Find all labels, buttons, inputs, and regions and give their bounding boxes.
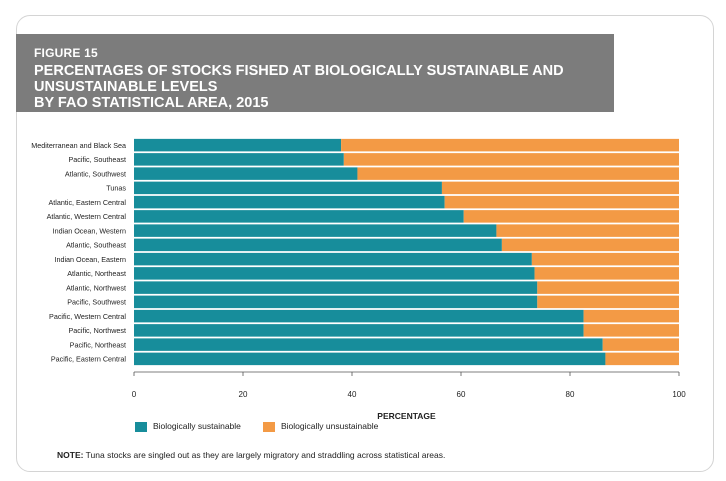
category-label: Tunas	[106, 184, 126, 193]
bar-sustainable	[134, 352, 606, 366]
category-label: Pacific, Northwest	[68, 326, 126, 335]
note-prefix: NOTE:	[57, 450, 84, 460]
bar-sustainable	[134, 210, 464, 223]
x-tick-label: 100	[672, 390, 686, 399]
figure-title-line-1: PERCENTAGES OF STOCKS FISHED AT BIOLOGIC…	[34, 63, 564, 95]
bar-unsustainable	[501, 238, 679, 252]
bar-unsustainable	[537, 295, 679, 309]
category-label: Atlantic, Southeast	[66, 241, 126, 250]
figure-header: FIGURE 15 PERCENTAGES OF STOCKS FISHED A…	[16, 34, 614, 112]
bar-unsustainable	[602, 338, 679, 351]
bar-unsustainable	[496, 224, 679, 237]
bar-sustainable	[134, 238, 502, 252]
category-label: Pacific, Northeast	[70, 340, 126, 349]
figure-title: PERCENTAGES OF STOCKS FISHED AT BIOLOGIC…	[34, 63, 604, 111]
figure-title-line-2: BY FAO STATISTICAL AREA, 2015	[34, 95, 269, 111]
bar-sustainable	[134, 224, 497, 237]
bar-unsustainable	[341, 138, 679, 152]
legend-swatch-unsustainable	[263, 421, 275, 432]
legend-swatch-sustainable	[135, 421, 147, 432]
category-label: Indian Ocean, Eastern	[54, 255, 126, 264]
legend-label-sustainable: Biologically sustainable	[153, 421, 241, 431]
x-tick-label: 60	[457, 390, 466, 399]
bar-sustainable	[134, 267, 535, 280]
bar-sustainable	[134, 181, 442, 195]
bar-unsustainable	[444, 195, 679, 209]
bar-unsustainable	[534, 267, 679, 280]
bar-sustainable	[134, 167, 358, 180]
category-label: Pacific, Southwest	[67, 298, 126, 307]
category-label: Atlantic, Eastern Central	[48, 198, 126, 207]
x-tick-label: 0	[132, 390, 137, 399]
bar-sustainable	[134, 138, 342, 152]
bar-sustainable	[134, 309, 584, 323]
category-label: Pacific, Southeast	[68, 155, 126, 164]
figure-note: NOTE: Tuna stocks are singled out as the…	[57, 450, 445, 460]
bar-sustainable	[134, 324, 584, 337]
category-label: Pacific, Eastern Central	[51, 355, 127, 364]
category-label: Pacific, Western Central	[49, 312, 126, 321]
category-label: Atlantic, Western Central	[47, 212, 127, 221]
bar-unsustainable	[357, 167, 679, 180]
x-axis-label: PERCENTAGE	[377, 411, 436, 421]
bar-sustainable	[134, 195, 445, 209]
legend-label-unsustainable: Biologically unsustainable	[281, 421, 379, 431]
note-text: Tuna stocks are singled out as they are …	[83, 450, 446, 460]
x-tick-label: 20	[239, 390, 248, 399]
figure-label: FIGURE 15	[34, 46, 98, 60]
bar-unsustainable	[605, 352, 679, 366]
category-label: Atlantic, Northwest	[66, 283, 126, 292]
bar-sustainable	[134, 153, 344, 166]
bar-unsustainable	[441, 181, 679, 195]
x-tick-label: 80	[566, 390, 575, 399]
category-label: Atlantic, Northeast	[67, 269, 126, 278]
bar-unsustainable	[343, 153, 679, 166]
bar-sustainable	[134, 252, 532, 266]
bar-unsustainable	[463, 210, 679, 223]
bar-unsustainable	[531, 252, 679, 266]
category-label: Indian Ocean, Western	[53, 226, 126, 235]
category-label: Mediterranean and Black Sea	[31, 141, 126, 150]
x-tick-label: 40	[348, 390, 357, 399]
bar-sustainable	[134, 295, 538, 309]
bar-unsustainable	[583, 309, 679, 323]
bar-sustainable	[134, 338, 603, 351]
legend-item-unsustainable: Biologically unsustainable	[263, 421, 378, 432]
bar-unsustainable	[537, 281, 679, 294]
category-label: Atlantic, Southwest	[65, 169, 126, 178]
bar-sustainable	[134, 281, 538, 294]
legend-item-sustainable: Biologically sustainable	[135, 421, 241, 432]
bar-unsustainable	[583, 324, 679, 337]
